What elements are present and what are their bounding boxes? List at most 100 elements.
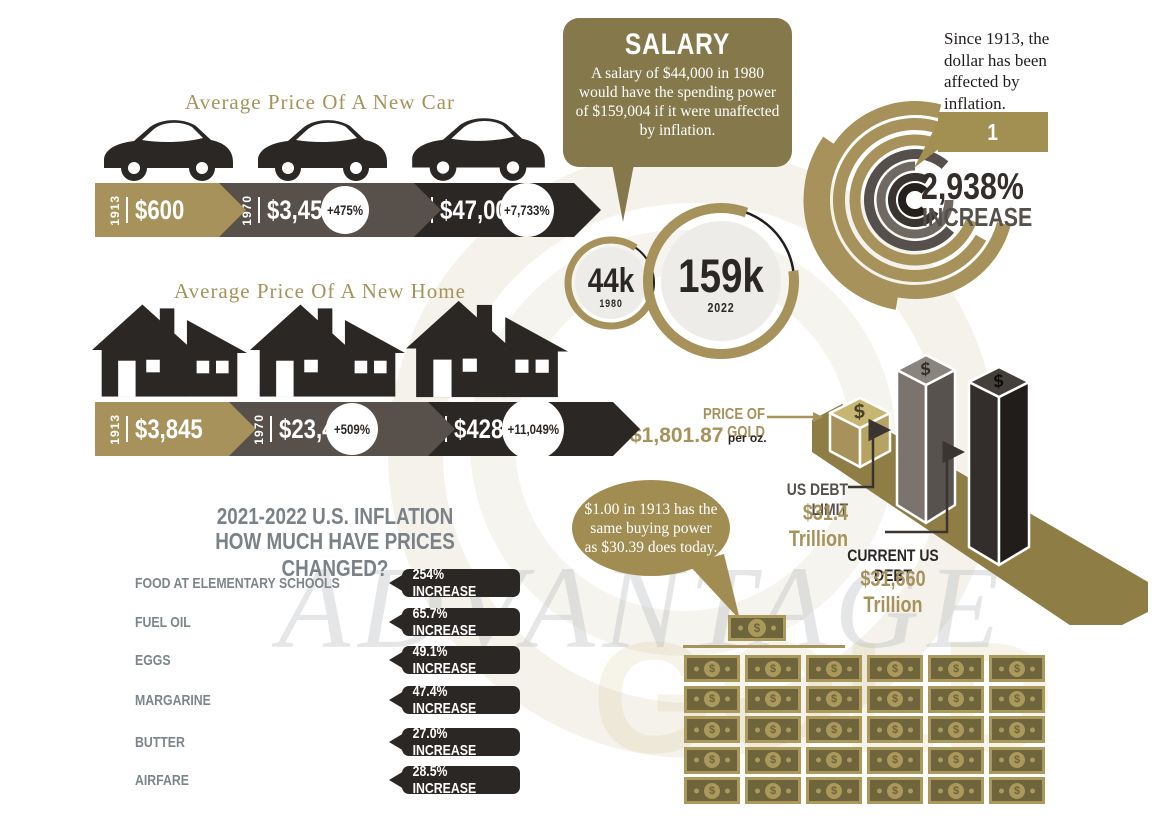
home-change-2022: +11,049% (502, 398, 564, 460)
dollar-intro: Since 1913, the dollar has been affected… (944, 29, 1050, 113)
inflation-label-3: MARGARINE (135, 692, 211, 709)
dollar-bill: $ (684, 716, 740, 743)
dollar-sign-icon: $ (826, 660, 842, 677)
car-section-title: Average Price Of A New Car (185, 90, 455, 114)
dollar-bill: $ (989, 655, 1045, 682)
dollar-bill: $ (989, 685, 1045, 713)
dollar-sign-icon: $ (748, 619, 766, 637)
dollar-bill: $ (806, 685, 862, 713)
debt-bars-graphic: $ $ $ (812, 353, 1148, 625)
dollar-sign-icon: $ (1009, 782, 1025, 799)
dollar-sign-icon: $ (948, 752, 964, 768)
dollar-sign-icon: $ (765, 782, 781, 799)
svg-text:$: $ (851, 400, 868, 424)
inflation-badge-3: 47.4% INCREASE (389, 683, 520, 717)
dollar-bill: $ (684, 746, 740, 774)
price-of-gold-value: $1,801.87 per oz. (630, 424, 767, 447)
home-price-1913: $3,845 (135, 413, 203, 444)
dollar-bill: $ (928, 655, 984, 682)
salary-title: SALARY (624, 28, 731, 61)
car-banner-1913: 1913 $600 (95, 183, 246, 237)
car-icon (104, 120, 233, 181)
dollar-bill: $ (989, 746, 1045, 774)
dollar-sign-icon: $ (887, 660, 903, 677)
dollar-bill: $ (806, 716, 862, 743)
inflation-badge-4: 27.0% INCREASE (389, 725, 520, 759)
inflation-title-line2: HOW MUCH HAVE PRICES CHANGED? (215, 528, 455, 581)
bill-grid: $ $ $ $ $ $ $ $ $ $ $ $ $ $ $ $ $ $ $ $ $ $ $ $ $ $ $ $ $ $ (684, 655, 1045, 804)
us-debt-limit-label: US DEBT LIMIT (786, 480, 848, 519)
inflation-label-5: AIRFARE (135, 772, 189, 789)
dollar-sign-icon: $ (765, 752, 781, 768)
price-of-gold-arrow (767, 412, 823, 422)
salary-callout-tail (612, 164, 634, 222)
dollar-bill: $ (745, 716, 801, 743)
price-of-gold-label: PRICE OF GOLD (703, 406, 765, 441)
inflation-label-0: FOOD AT ELEMENTARY SCHOOLS (135, 575, 340, 592)
inflation-label-2: EGGS (135, 652, 171, 669)
salary-1980-year: 1980 (599, 298, 623, 310)
dollar-bill: $ (684, 655, 740, 682)
dollar-sign-icon: $ (1009, 721, 1025, 738)
dollar-bill: $ (806, 746, 862, 774)
dollar-sign-icon: $ (704, 691, 720, 707)
house-icon (92, 304, 247, 397)
home-section-title: Average Price Of A New Home (174, 279, 466, 303)
dollar-sign-icon: $ (887, 691, 903, 707)
dollar-sign-icon: $ (765, 660, 781, 677)
dollar-bill: $ (928, 716, 984, 743)
dollar-sign-icon: $ (1009, 752, 1025, 768)
car-change-1970: +475% (321, 186, 369, 234)
dollar-bill: $ (745, 685, 801, 713)
dollar-percent-label: INCREASE (922, 202, 1033, 232)
salary-2022-year: 2022 (707, 300, 735, 315)
dollar-sign-icon: $ (826, 691, 842, 707)
dollar-sign-icon: $ (826, 752, 842, 768)
dollar-bill: $ (928, 746, 984, 774)
dollar-sign-icon: $ (765, 721, 781, 738)
buying-power-bubble-tail (688, 554, 740, 620)
dollar-bill: $ (928, 777, 984, 804)
inflation-badge-2: 49.1% INCREASE (389, 643, 520, 677)
home-banner-1970: 1970 $23,450 +509% (215, 402, 455, 456)
salary-1980-value: 44k (587, 262, 635, 300)
dollar-sign-icon: $ (826, 782, 842, 799)
car-change-2022: +7,733% (500, 183, 554, 237)
dollar-bill: $ (684, 685, 740, 713)
dollar-sign-icon: $ (1009, 691, 1025, 707)
salary-2022-value: 159k (678, 249, 764, 302)
car-year-1913: 1913 (108, 194, 122, 226)
dollar-sign-icon: $ (704, 752, 720, 768)
dollar-bill: $ (745, 655, 801, 682)
dollar-sign-icon: $ (704, 721, 720, 738)
car-banner-1970: 1970 $3,450 +475% (205, 183, 441, 237)
dollar-bill: $ (867, 746, 923, 774)
home-banner-1913: 1913 $3,845 (95, 402, 256, 456)
dollar-bill: $ (745, 746, 801, 774)
house-icon (250, 304, 405, 397)
dollar-sign-icon: $ (1009, 660, 1025, 677)
dollar-bill: $ (928, 685, 984, 713)
dollar-bill: $ (867, 685, 923, 713)
inflation-badge-0: 254% INCREASE (389, 566, 520, 600)
current-us-debt-value: $31,660 Trillion (860, 566, 926, 617)
dollar-sign-icon: $ (704, 660, 720, 677)
house-icon (406, 300, 568, 398)
dollar-percent: 2,938% (921, 166, 1024, 207)
current-us-debt-label: CURRENT US DEBT (847, 546, 939, 585)
dollar-bill: $ (867, 777, 923, 804)
bill-divider-line (683, 645, 845, 648)
dollar-sign-icon: $ (765, 691, 781, 707)
home-change-1970: +509% (326, 403, 378, 455)
inflation-badge-1: 65.7% INCREASE (389, 605, 520, 639)
salary-body: A salary of $44,000 in 1980 would have t… (575, 65, 780, 139)
inflation-badge-5: 28.5% INCREASE (389, 763, 520, 797)
dollar-sign-icon: $ (887, 782, 903, 799)
car-icon (412, 118, 545, 181)
us-debt-limit-value: $31.4 Trillion (788, 500, 848, 551)
one-dollar-tag: 1 DOLLAR (938, 112, 1048, 185)
one-dollar-tag-tail (914, 118, 940, 168)
dollar-bill: $ (806, 777, 862, 804)
inflation-label-4: BUTTER (135, 734, 185, 751)
